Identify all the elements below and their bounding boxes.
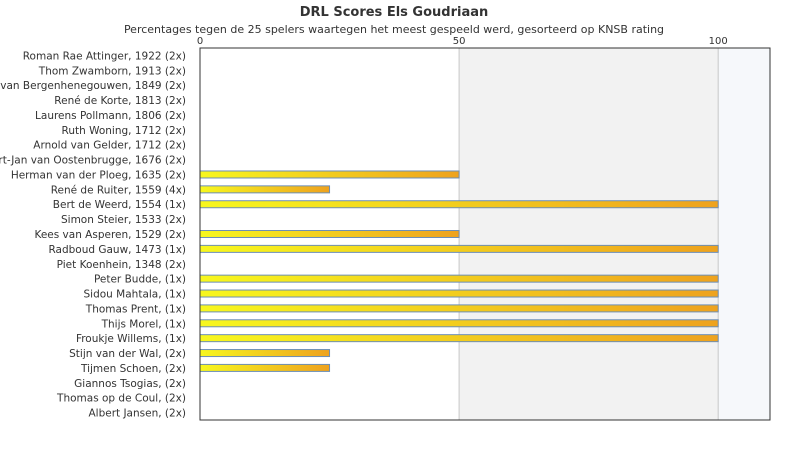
bar [199,170,460,179]
category-label: Evan Bergenhenegouwen, 1849 (2x) [0,80,186,92]
chart-subtitle: Percentages tegen de 25 spelers waartege… [124,23,664,36]
category-label: Piet Koenhein, 1348 (2x) [57,259,186,271]
bar [199,319,719,328]
category-label: Roman Rae Attinger, 1922 (2x) [23,50,186,62]
category-label: Bart-Jan van Oostenbrugge, 1676 (2x) [0,155,186,167]
bar [199,304,719,313]
category-label: Thomas Prent, (1x) [85,303,186,315]
category-label: Simon Steier, 1533 (2x) [61,214,186,226]
category-label: Radboud Gauw, 1473 (1x) [48,244,186,256]
category-label: Arnold van Gelder, 1712 (2x) [33,140,186,152]
bar [199,185,331,194]
category-label: Stijn van der Wal, (2x) [69,348,186,360]
category-label: René de Ruiter, 1559 (4x) [51,184,186,196]
category-label: Laurens Pollmann, 1806 (2x) [35,110,186,122]
x-tick-label: 0 [197,36,203,47]
chart-title: DRL Scores Els Goudriaan [300,5,489,20]
category-label: Giannos Tsogias, (2x) [74,378,186,390]
category-label: René de Korte, 1813 (2x) [54,95,186,107]
plot-frame [199,47,771,421]
bar [199,334,719,343]
category-label: Bert de Weerd, 1554 (1x) [53,199,186,211]
bar [199,230,460,238]
category-label: Albert Jansen, (2x) [88,408,186,420]
bar [199,289,719,298]
category-label: Kees van Asperen, 1529 (2x) [34,229,186,241]
bar [199,363,331,372]
plot-band [718,48,770,420]
bar [199,349,331,358]
category-label: Peter Budde, (1x) [94,274,186,286]
category-label: Thijs Morel, (1x) [101,318,186,330]
category-label: Tijmen Schoen, (2x) [80,363,186,375]
category-label: Thom Zwamborn, 1913 (2x) [38,65,186,77]
x-tick-label: 50 [453,36,466,47]
category-label: Thomas op de Coul, (2x) [56,393,186,405]
category-label: Herman van der Ploeg, 1635 (2x) [11,169,186,181]
category-label: Sidou Mahtala, (1x) [84,289,186,301]
bar [199,274,719,283]
category-label: Ruth Woning, 1712 (2x) [62,125,187,137]
category-label: Froukje Willems, (1x) [76,333,186,345]
bar [199,200,719,209]
bar [199,244,719,253]
x-tick-label: 100 [709,36,728,47]
plot-band [459,48,719,420]
